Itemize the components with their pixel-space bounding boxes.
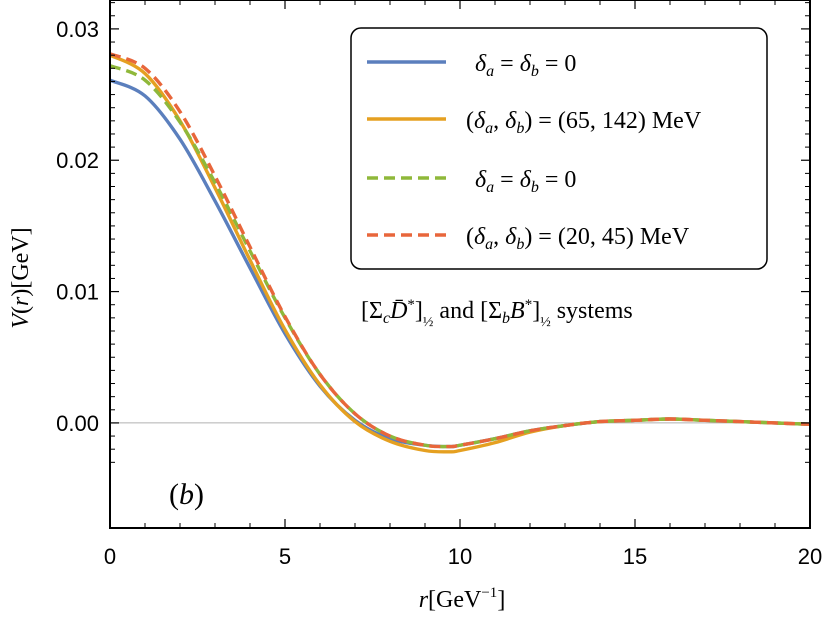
x-tick-label: 10: [448, 544, 472, 569]
x-tick-label: 15: [623, 544, 647, 569]
legend-box: [350, 27, 768, 270]
panel-label: (b): [169, 478, 204, 511]
tick-layer: 0 5 10 15 20 0.00 0.01 0.02 0.03: [56, 0, 822, 569]
x-tick-label: 20: [798, 544, 822, 569]
legend-label-series-4: (δa, δb) = (20, 45) MeV: [466, 224, 690, 253]
x-tick-label: 5: [279, 544, 291, 569]
x-tick-label: 0: [104, 544, 116, 569]
series-layer: [110, 52, 810, 454]
legend: δa = δb = 0 (δa, δb) = (65, 142) MeV δa …: [350, 27, 768, 270]
y-tick-label: 0.03: [56, 17, 99, 42]
y-tick-label: 0.00: [56, 411, 99, 436]
systems-annotation: [ΣcD̄*]½ and [ΣbB*]½ systems: [361, 297, 633, 330]
legend-label-series-2: (δa, δb) = (65, 142) MeV: [466, 108, 702, 137]
y-tick-label: 0.01: [56, 280, 99, 305]
y-tick-label: 0.02: [56, 148, 99, 173]
x-axis-label: r[GeV−1]: [419, 585, 506, 613]
y-axis-label: V(r)[GeV]: [8, 227, 34, 328]
legend-label-series-3: δa = δb = 0: [475, 167, 576, 196]
series-line-4: [110, 52, 810, 449]
